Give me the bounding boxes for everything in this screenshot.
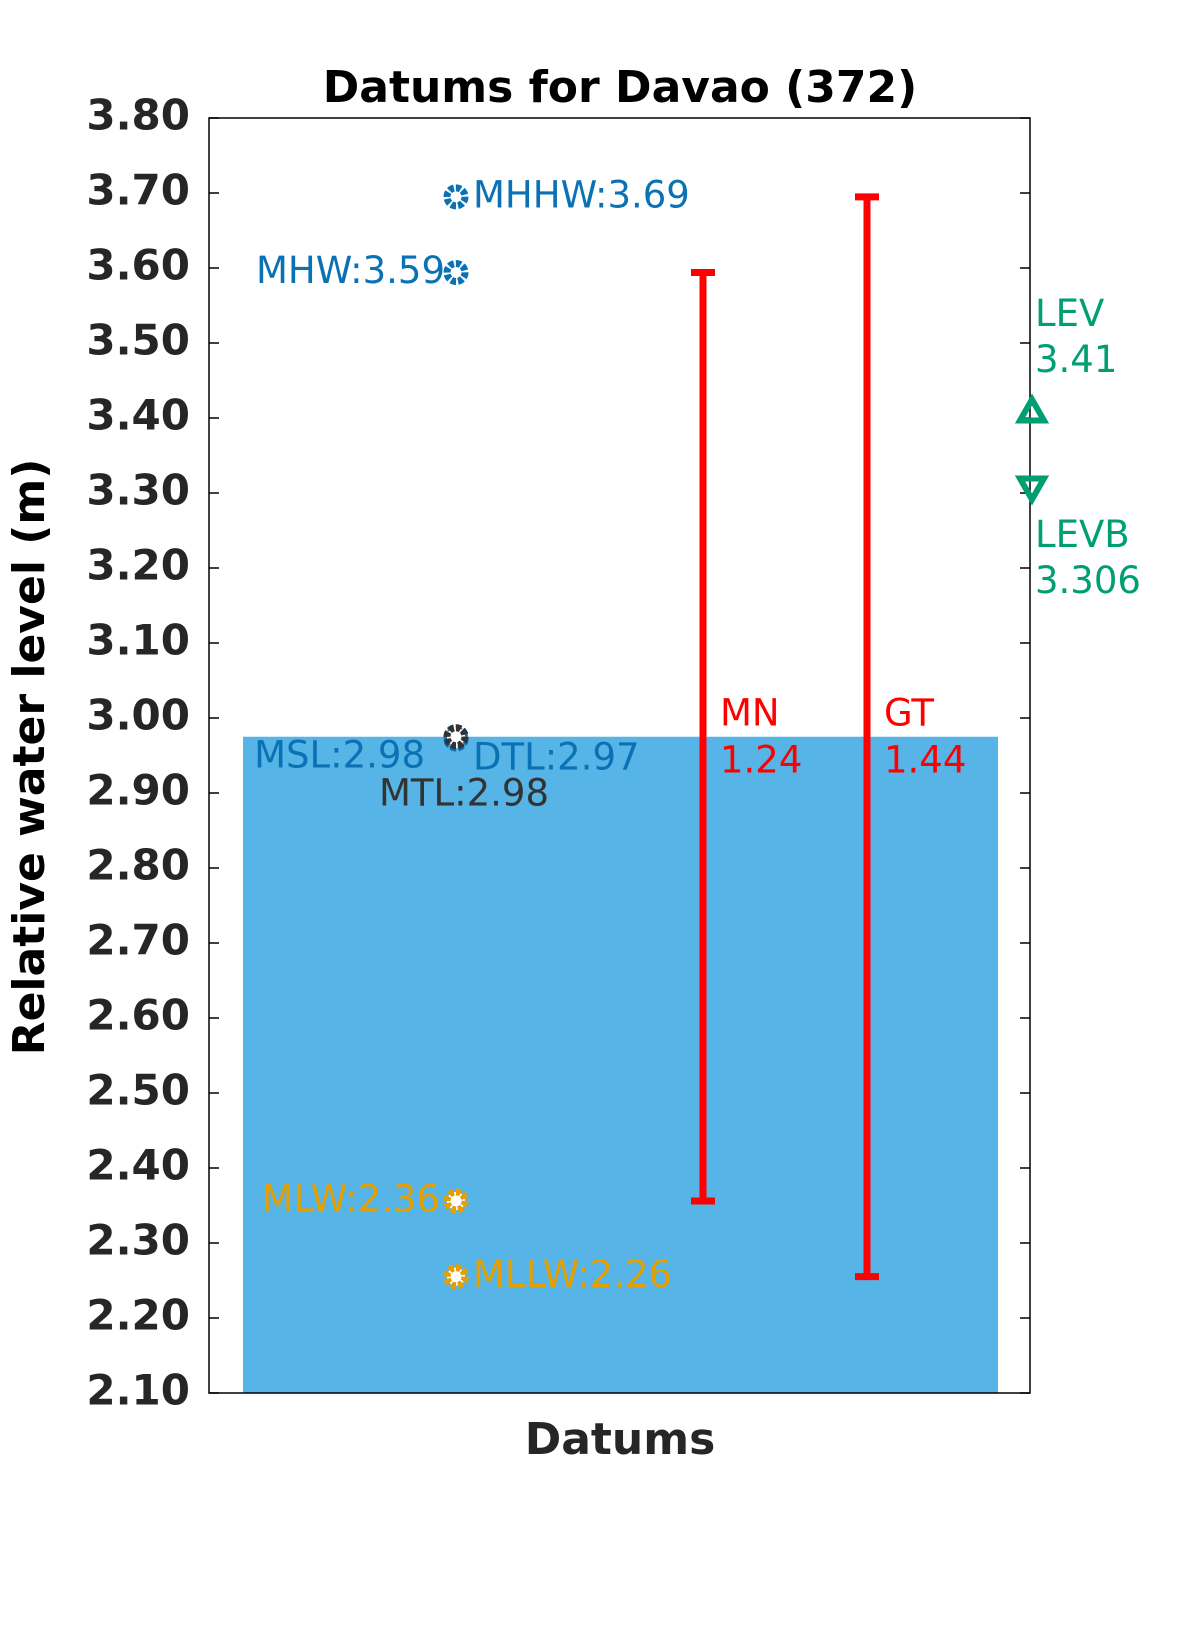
- level-name: LEVB: [1035, 513, 1130, 556]
- bar: [243, 736, 998, 1393]
- range-value: 1.24: [720, 739, 802, 782]
- y-tick-label: 3.80: [86, 91, 190, 140]
- y-tick-label: 2.90: [86, 766, 190, 815]
- y-tick-label: 2.40: [86, 1141, 190, 1190]
- datum-marker: [443, 1188, 469, 1214]
- level-name: LEV: [1035, 292, 1104, 335]
- datum-label: MSL:2.98: [254, 733, 425, 776]
- range-name: GT: [884, 692, 934, 735]
- level-value: 3.41: [1035, 338, 1117, 381]
- range-bar: [855, 193, 879, 1281]
- plot-frame: [208, 117, 1031, 1394]
- y-tick-label: 3.50: [86, 316, 190, 365]
- y-tick-label: 3.10: [86, 616, 190, 665]
- datum-marker: [443, 1264, 469, 1290]
- datum-label: MLLW:2.26: [473, 1253, 672, 1296]
- y-tick-label: 3.00: [86, 691, 190, 740]
- range-value: 1.44: [884, 739, 966, 782]
- y-tick-label: 2.20: [86, 1291, 190, 1340]
- y-tick-label: 2.50: [86, 1066, 190, 1115]
- datum-label: MLW:2.36: [262, 1178, 440, 1221]
- datum-label: MHHW:3.69: [473, 173, 690, 216]
- y-tick-label: 3.30: [86, 466, 190, 515]
- y-tick-label: 3.40: [86, 391, 190, 440]
- datum-label: MHW:3.59: [256, 249, 445, 292]
- chart-title: Datums for Davao (372): [323, 62, 918, 113]
- y-tick-label: 2.70: [86, 916, 190, 965]
- y-tick-label: 3.60: [86, 241, 190, 290]
- range-name: MN: [720, 692, 780, 735]
- y-tick-label: 3.70: [86, 166, 190, 215]
- y-tick-label: 2.80: [86, 841, 190, 890]
- y-axis-label: Relative water level (m): [4, 459, 55, 1056]
- level-marker: [1014, 393, 1050, 424]
- range-bar: [691, 269, 715, 1205]
- datum-marker: [443, 724, 469, 750]
- level-value: 3.306: [1035, 559, 1141, 602]
- y-tick-label: 3.20: [86, 541, 190, 590]
- datum-label: DTL:2.97: [473, 736, 640, 779]
- datum-marker: [443, 260, 469, 285]
- y-tick-label: 2.30: [86, 1216, 190, 1265]
- datum-label: MTL:2.98: [379, 771, 549, 814]
- y-tick-label: 2.60: [86, 991, 190, 1040]
- datum-marker: [443, 184, 469, 210]
- level-marker: [1014, 475, 1050, 506]
- x-axis-label: Datums: [525, 1414, 716, 1465]
- y-tick-label: 2.10: [86, 1366, 190, 1415]
